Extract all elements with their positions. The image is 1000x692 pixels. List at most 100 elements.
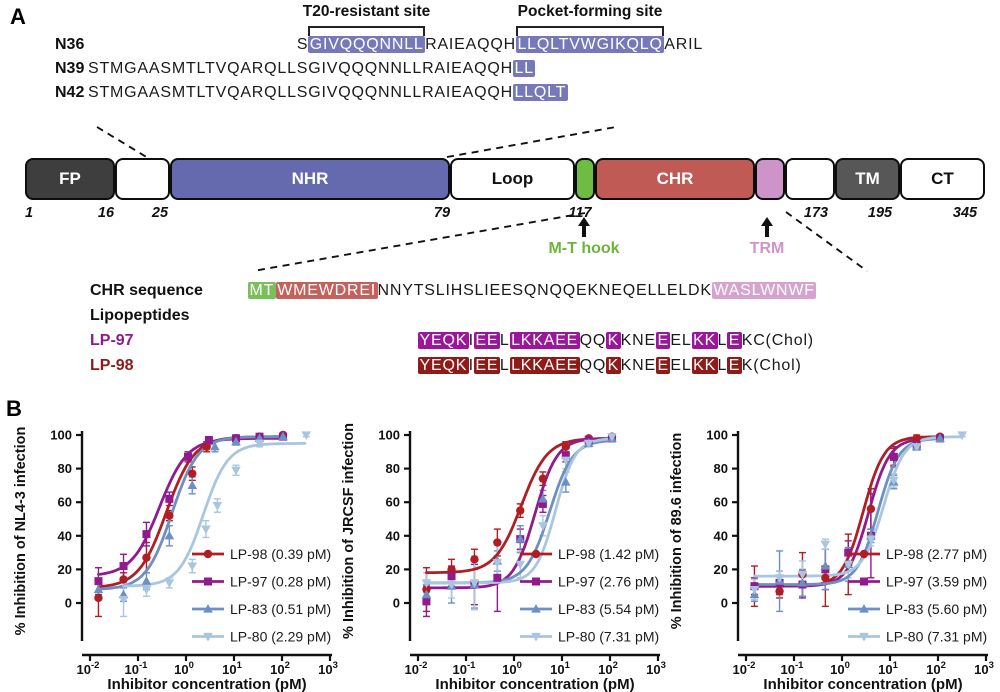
- seq-row: STMGAASMTLTVQARQLLSGIVQQQNNLLRAIEAQQHLLQ…: [88, 36, 703, 54]
- chart-1: 0 20 40 60 80 100 10-2 10-1 100 101 102 103 Inhibito…: [10, 413, 340, 692]
- residue-number: 25: [151, 205, 169, 221]
- seq-segment-plain: KNE: [620, 332, 656, 349]
- seq-segment-plain: STMGAASMTLTVQARQLLSGIVQQQNNLLRAIEAQQH: [88, 84, 513, 101]
- svg-text:80: 80: [386, 461, 400, 476]
- chart-svg: 0 20 40 60 80 100 10-2 10-1 100 101 102 103 Inhibito…: [13, 427, 338, 692]
- seq-segment-lp98: LKKAEE: [509, 357, 580, 374]
- svg-text:% Inhibition of JRCSF infectio: % Inhibition of JRCSF infection: [341, 423, 357, 639]
- seq-segment-plain: STMGAASMTLTVQARQLLSGIVQQQNNLLRAIEAQQH: [88, 60, 513, 77]
- svg-text:LP-80 (2.29 pM): LP-80 (2.29 pM): [230, 629, 331, 645]
- residue-number: 16: [97, 205, 115, 221]
- seq-row-label: N42: [55, 84, 85, 101]
- svg-text:0: 0: [721, 596, 728, 611]
- bracket-label: Pocket-forming site: [517, 3, 663, 20]
- residue-number: 173: [803, 205, 829, 221]
- svg-text:101: 101: [550, 660, 570, 677]
- up-arrow-icon: [761, 217, 773, 226]
- seq-segment-green: MT: [248, 282, 276, 299]
- svg-text:60: 60: [58, 495, 72, 510]
- svg-text:LP-98 (1.42 pM): LP-98 (1.42 pM): [558, 546, 659, 562]
- chart-svg: 0 20 40 60 80 100 10-2 10-1 100 101 102 103 Inhibito…: [669, 428, 994, 692]
- svg-text:103: 103: [974, 660, 994, 677]
- chr-row-label: LP-97: [90, 332, 134, 349]
- svg-text:LP-97 (0.28 pM): LP-97 (0.28 pM): [230, 574, 331, 590]
- svg-text:100: 100: [830, 660, 850, 677]
- seq-segment-plain: L: [499, 332, 510, 349]
- svg-text:10-1: 10-1: [453, 660, 477, 677]
- svg-text:100: 100: [378, 428, 400, 443]
- seq-segment-nhr: LLQLTVWGIKQLQ: [515, 36, 665, 53]
- seq-segment-plain: L: [717, 332, 728, 349]
- svg-text:40: 40: [386, 528, 400, 543]
- domain-NHR: NHR: [170, 158, 450, 200]
- svg-text:LP-80 (7.31 pM): LP-80 (7.31 pM): [886, 629, 987, 645]
- svg-text:Inhibitor concentration (pM): Inhibitor concentration (pM): [107, 676, 306, 692]
- seq-segment-lp98: YEQK: [418, 357, 469, 374]
- seq-segment-plain: ARIL: [664, 36, 704, 53]
- svg-text:40: 40: [714, 528, 728, 543]
- svg-text:10-2: 10-2: [77, 660, 100, 677]
- chr-row-seq: YEQKIEELLKKAEEQQKKNEEELKKLEK(Chol): [418, 357, 802, 375]
- svg-text:LP-98 (0.39 pM): LP-98 (0.39 pM): [230, 546, 331, 562]
- svg-text:20: 20: [58, 562, 72, 577]
- seq-segment-nhr: LL: [512, 60, 536, 77]
- chart-svg: 0 20 40 60 80 100 10-2 10-1 100 101 102 103 Inhibito…: [341, 423, 666, 692]
- svg-text:100: 100: [174, 660, 194, 677]
- residue-number: 195: [867, 205, 893, 221]
- seq-segment-lp97: K: [606, 332, 621, 349]
- seq-segment-lp98: E: [727, 357, 742, 374]
- seq-segment-plain: EL: [670, 332, 692, 349]
- domain-segment: [575, 158, 595, 200]
- svg-text:LP-83 (5.54 pM): LP-83 (5.54 pM): [558, 601, 659, 617]
- seq-segment-lp97: LKKAEE: [509, 332, 580, 349]
- svg-text:10-1: 10-1: [781, 660, 805, 677]
- seq-segment-lp97: E: [655, 332, 671, 349]
- svg-text:LP-98 (2.77 pM): LP-98 (2.77 pM): [886, 546, 987, 562]
- seq-segment-plain: S: [296, 36, 309, 53]
- residue-number: 79: [433, 205, 451, 221]
- svg-text:0: 0: [65, 596, 72, 611]
- svg-text:100: 100: [706, 428, 728, 443]
- svg-text:20: 20: [386, 562, 400, 577]
- residue-number: 1: [24, 205, 34, 221]
- svg-text:102: 102: [598, 660, 618, 677]
- svg-text:20: 20: [714, 562, 728, 577]
- domain-segment: [785, 158, 835, 200]
- svg-text:LP-83 (0.51 pM): LP-83 (0.51 pM): [230, 601, 331, 617]
- seq-segment-plain: KC(Chol): [741, 332, 814, 349]
- svg-text:60: 60: [714, 495, 728, 510]
- svg-text:LP-80 (7.31 pM): LP-80 (7.31 pM): [558, 629, 659, 645]
- up-arrow-icon: [582, 226, 586, 237]
- bracket-label: T20-resistant site: [302, 3, 431, 20]
- seq-segment-lp97: EE: [473, 332, 500, 349]
- svg-text:LP-83 (5.60 pM): LP-83 (5.60 pM): [886, 601, 987, 617]
- seq-segment-lp97: KK: [691, 332, 718, 349]
- seq-segment-lp97: YEQK: [418, 332, 469, 349]
- domain-segment: [115, 158, 170, 200]
- domain-FP: FP: [25, 158, 115, 200]
- up-arrow-icon: [765, 226, 769, 237]
- bracket: [516, 26, 664, 36]
- svg-text:100: 100: [502, 660, 522, 677]
- seq-segment-plain: QQ: [579, 357, 607, 374]
- seq-segment-pink: WASLWNWF: [711, 282, 817, 299]
- seq-segment-plain: I: [468, 332, 474, 349]
- seq-segment-plain: L: [499, 357, 510, 374]
- seq-segment-plain: RAIEAQQH: [425, 36, 516, 53]
- seq-segment-lp98: K: [606, 357, 621, 374]
- seq-row-label: N36: [55, 36, 85, 53]
- chr-row-seq: YEQKIEELLKKAEEQQKKNEEELKKLEKC(Chol): [418, 332, 814, 350]
- seq-segment-lp97: E: [727, 332, 742, 349]
- panel-b-label: B: [6, 396, 22, 421]
- svg-text:Inhibitor concentration (pM): Inhibitor concentration (pM): [763, 676, 962, 692]
- seq-row: STMGAASMTLTVQARQLLSGIVQQQNNLLRAIEAQQHLLQ…: [88, 84, 568, 102]
- seq-segment-red: WMEWDREI: [275, 282, 378, 299]
- svg-text:% Inhibition of NL4-3 infectio: % Inhibition of NL4-3 infection: [13, 427, 29, 636]
- seq-segment-plain: NNYTSLIHSLIEESQNQQEKNEQELLELDK: [377, 282, 712, 299]
- svg-text:80: 80: [58, 461, 72, 476]
- domain-CT: CT: [900, 158, 985, 200]
- svg-text:10-2: 10-2: [405, 660, 428, 677]
- chr-row-seq: MT WMEWDREINNYTSLIHSLIEESQNQQEKNEQELLELDK…: [248, 282, 817, 300]
- svg-text:103: 103: [318, 660, 338, 677]
